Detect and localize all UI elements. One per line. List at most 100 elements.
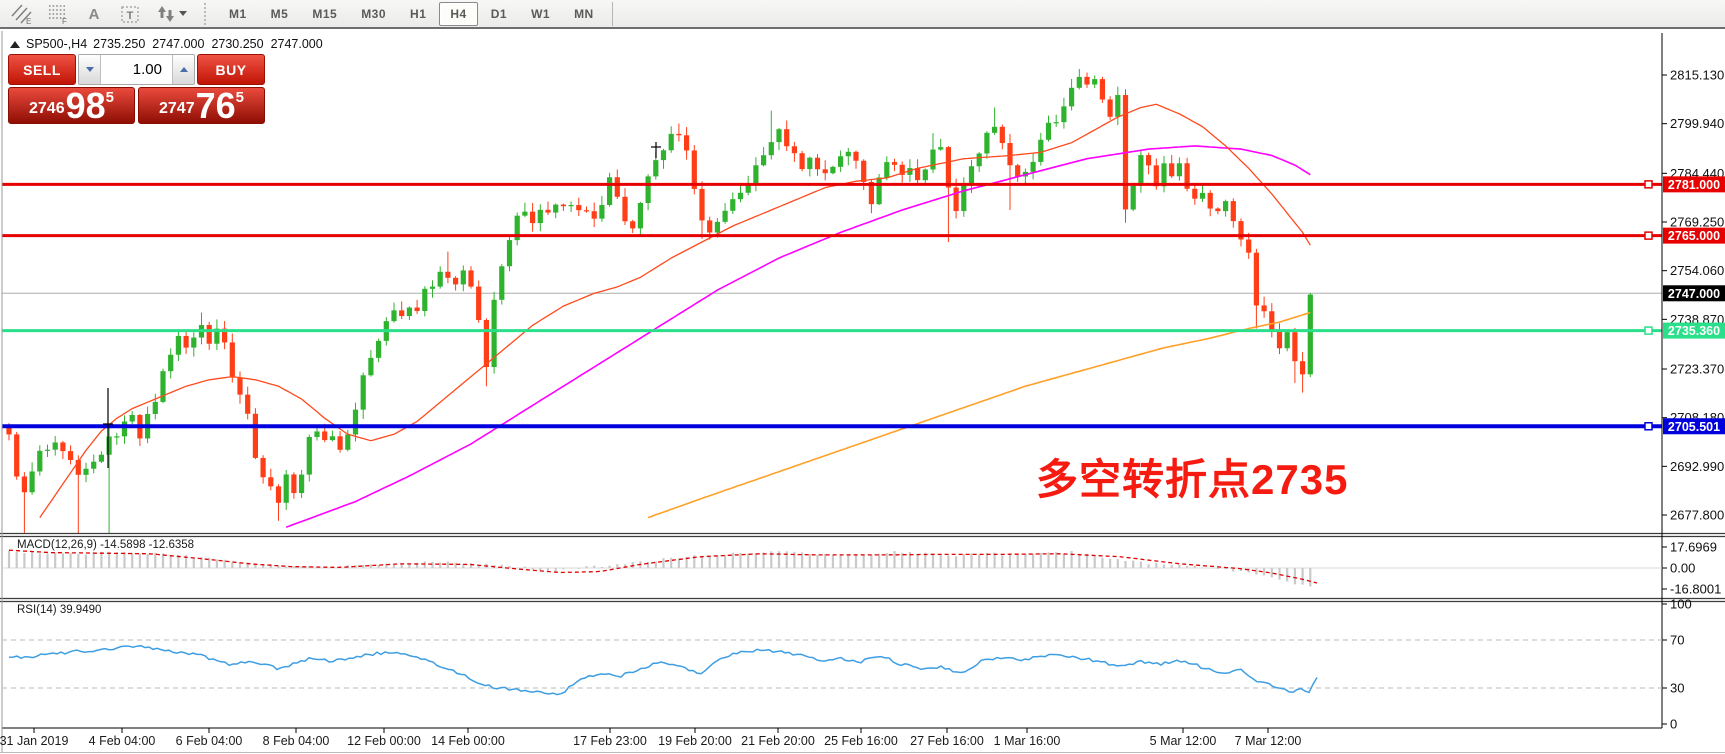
arrow-objects-tool-icon[interactable]: [150, 0, 192, 28]
svg-text:2781.000: 2781.000: [1668, 178, 1720, 192]
tf-button-M15[interactable]: M15: [312, 6, 338, 21]
sell-button[interactable]: SELL: [8, 54, 76, 85]
tf-button-D1[interactable]: D1: [490, 6, 508, 21]
volume-increase-button[interactable]: [172, 55, 194, 84]
tf-button-M1[interactable]: M1: [229, 6, 247, 21]
equidistant-channel-tool-icon[interactable]: E: [6, 0, 38, 28]
one-click-panel-collapse-icon[interactable]: [10, 40, 20, 48]
time-axis-label: 17 Feb 23:00: [573, 734, 647, 748]
rsi-axis-label: 100: [1670, 597, 1692, 612]
rsi-axis-label: 30: [1670, 681, 1684, 696]
price-axis-label: 2754.060: [1670, 263, 1724, 278]
buy-price-sup: 5: [235, 89, 244, 106]
svg-text:E: E: [26, 17, 31, 25]
svg-text:2747.000: 2747.000: [1668, 287, 1720, 301]
price-axis-label: 2677.800: [1670, 508, 1724, 523]
time-axis-label: 4 Feb 04:00: [89, 734, 156, 748]
svg-text:2705.501: 2705.501: [1668, 420, 1720, 434]
bar-open-value: 2735.250: [93, 37, 146, 51]
rsi-line: [8, 644, 1318, 696]
time-axis-label: 5 Mar 12:00: [1150, 734, 1217, 748]
macd-panel: [2, 549, 1662, 587]
hline-handle[interactable]: [1644, 180, 1653, 189]
ma-slow-line: [647, 311, 1311, 519]
time-axis-label: 6 Feb 04:00: [176, 734, 243, 748]
bar-low-value: 2730.250: [211, 37, 264, 51]
rsi-axis-label: 70: [1670, 633, 1684, 648]
rsi-indicator-label: RSI(14) 39.9490: [17, 604, 102, 616]
hline-handle[interactable]: [1644, 326, 1653, 335]
buy-button[interactable]: BUY: [197, 54, 265, 85]
hline-handle[interactable]: [1644, 231, 1653, 240]
tf-button-H4[interactable]: H4: [439, 1, 478, 26]
candles-layer: [6, 69, 1313, 533]
macd-axis-label: 17.6969: [1670, 540, 1717, 555]
macd-axis-label: 0.00: [1670, 561, 1695, 576]
buy-price-prefix: 2747: [159, 100, 195, 117]
current-price-badge: [1663, 285, 1725, 302]
level-price-badge: [1663, 322, 1725, 339]
tf-button-M5[interactable]: M5: [270, 6, 289, 21]
toolbar-drag-grip[interactable]: [202, 2, 209, 25]
volume-decrease-button[interactable]: [79, 55, 101, 84]
svg-text:2765.000: 2765.000: [1668, 229, 1720, 243]
sell-price-prefix: 2746: [29, 100, 65, 117]
time-axis-label: 19 Feb 20:00: [658, 734, 732, 748]
sell-price-panel[interactable]: 2746 98 5: [8, 87, 135, 124]
time-axis-label: 14 Feb 00:00: [431, 734, 505, 748]
svg-text:A: A: [89, 6, 100, 23]
price-axis-label: 2723.370: [1670, 362, 1724, 377]
bar-close-value: 2747.000: [270, 37, 323, 51]
ma-fast-line: [39, 103, 1311, 518]
time-axis-label: 8 Feb 04:00: [263, 734, 330, 748]
rsi-panel: [2, 639, 1662, 696]
price-axis-label: 2799.940: [1670, 116, 1724, 131]
sell-price-sup: 5: [105, 89, 114, 106]
sell-price-big: 98: [65, 85, 106, 127]
buy-price-panel[interactable]: 2747 76 5: [138, 87, 265, 124]
price-axis-label: 2815.130: [1670, 68, 1724, 83]
chevron-down-icon: [179, 11, 187, 16]
level-price-badge: [1663, 227, 1725, 244]
macd-axis-label: -16.8001: [1670, 582, 1721, 597]
symbol-period-label: SP500-,H4: [26, 37, 88, 51]
bar-high-value: 2747.000: [152, 37, 205, 51]
toolbar-divider: [611, 1, 613, 26]
buy-price-big: 76: [195, 85, 236, 127]
level-price-badge: [1663, 176, 1725, 193]
macd-signal-line: [8, 549, 1318, 584]
tf-button-H1[interactable]: H1: [410, 6, 427, 21]
volume-stepper: 1.00: [78, 54, 195, 85]
time-axis-label: 7 Mar 12:00: [1235, 734, 1302, 748]
hline-handle[interactable]: [1644, 422, 1653, 431]
time-axis-label: 1 Mar 16:00: [994, 734, 1061, 748]
arrow-up-icon: [179, 67, 188, 72]
svg-text:T: T: [127, 10, 134, 22]
price-axis-label: 2769.250: [1670, 215, 1724, 230]
chart-title: SP500-,H4 2735.250 2747.000 2730.250 274…: [10, 37, 323, 51]
chart-annotation-text[interactable]: 多空转折点2735: [1036, 456, 1349, 503]
level-price-badge: [1663, 418, 1725, 435]
tf-button-W1[interactable]: W1: [531, 6, 551, 21]
arrow-down-icon: [85, 67, 94, 72]
tf-button-MN[interactable]: MN: [574, 6, 594, 21]
chart-markers: [103, 142, 661, 468]
textbox-tool-icon[interactable]: T: [114, 0, 146, 28]
time-axis-label: 21 Feb 20:00: [741, 734, 815, 748]
fibonacci-tool-icon[interactable]: F: [42, 0, 74, 28]
svg-text:F: F: [62, 17, 67, 25]
one-click-trading-widget: SELL 1.00 BUY 2746 98 5 2747 76 5: [8, 54, 265, 124]
time-axis-label: 31 Jan 2019: [0, 734, 68, 748]
rsi-axis-label: 0: [1670, 717, 1677, 732]
time-axis-label: 12 Feb 00:00: [347, 734, 421, 748]
volume-value[interactable]: 1.00: [132, 61, 162, 78]
time-axis-label: 25 Feb 16:00: [824, 734, 898, 748]
svg-text:2735.360: 2735.360: [1668, 324, 1720, 338]
timeframe-buttons: M1 M5 M15 M30 H1 H4 D1 W1 MN: [217, 1, 606, 26]
ma-mid-line: [285, 145, 1311, 528]
tf-button-M30[interactable]: M30: [361, 6, 387, 21]
text-tool-icon[interactable]: A: [78, 0, 110, 28]
price-axis-label: 2692.990: [1670, 459, 1724, 474]
